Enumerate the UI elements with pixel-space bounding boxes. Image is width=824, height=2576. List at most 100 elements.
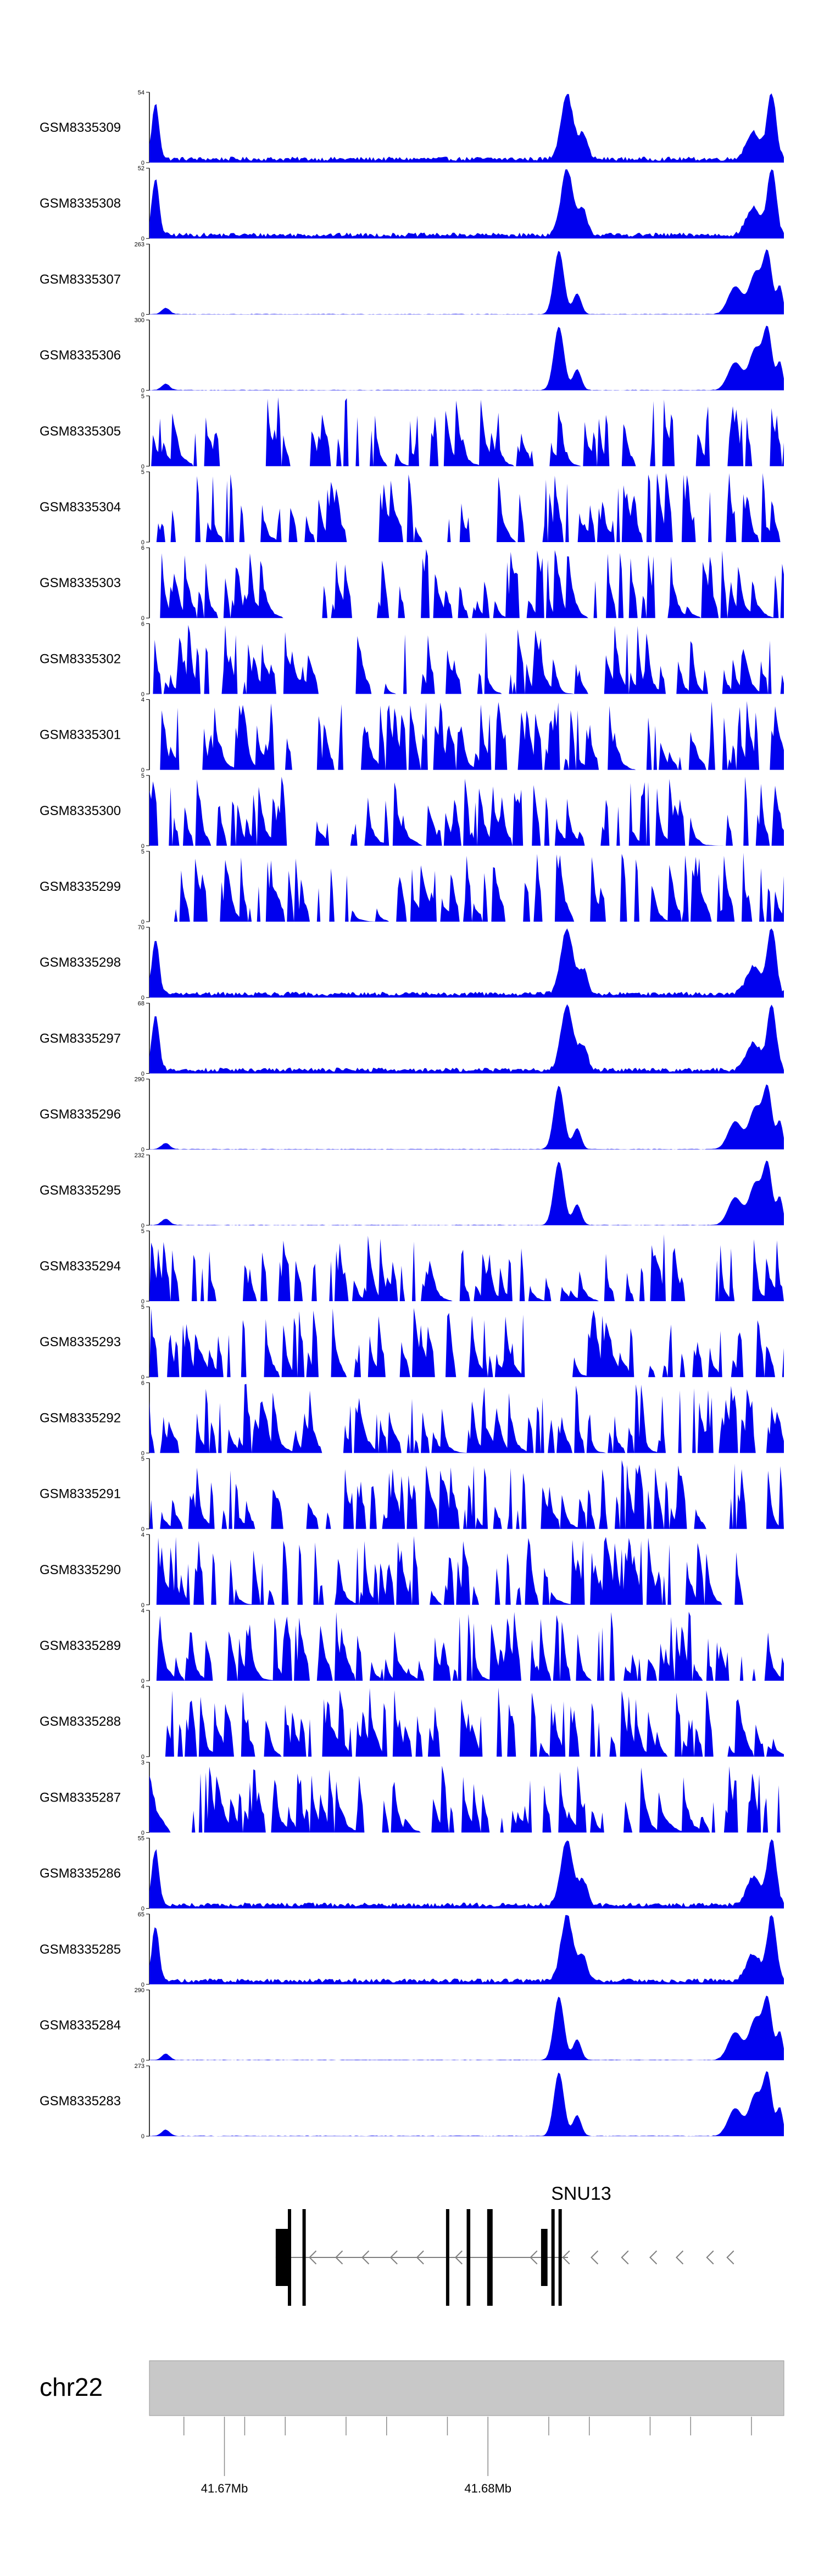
- track-gsm8335286: GSM8335286 55 0: [40, 1836, 784, 1913]
- y-tick-label-min: 0: [141, 1070, 144, 1077]
- y-tick-label-max: 6: [141, 621, 144, 627]
- y-tick-label-max: 5: [141, 773, 144, 779]
- y-tick-label-min: 0: [141, 1147, 144, 1153]
- strand-arrow: [591, 2250, 599, 2265]
- track-gsm8335297: GSM8335297 68 0: [40, 1000, 784, 1077]
- y-tick-label-min: 0: [141, 160, 144, 166]
- gene-cds-exon: [558, 2209, 562, 2306]
- track-label: GSM8335301: [40, 728, 121, 743]
- track-label: GSM8335289: [40, 1638, 121, 1653]
- signal-area: [149, 1161, 784, 1225]
- signal-area: [149, 928, 784, 998]
- gene-track: SNU13: [275, 2183, 734, 2306]
- track-label: GSM8335303: [40, 576, 121, 590]
- track-gsm8335307: GSM8335307 263 0: [40, 241, 784, 318]
- track-gsm8335299: GSM8335299 5 0: [40, 849, 784, 925]
- track-label: GSM8335290: [40, 1563, 121, 1577]
- y-tick-label-min: 0: [141, 464, 144, 470]
- y-tick-label-min: 0: [141, 1678, 144, 1685]
- track-gsm8335303: GSM8335303 6 0: [40, 545, 784, 622]
- track-gsm8335306: GSM8335306 300 0: [40, 317, 784, 394]
- track-label: GSM8335295: [40, 1183, 121, 1198]
- gene-cds-exon: [466, 2209, 471, 2306]
- ideogram-band: [149, 2360, 784, 2416]
- y-tick-label-max: 232: [135, 1152, 144, 1159]
- track-label: GSM8335294: [40, 1259, 121, 1274]
- y-tick-label-max: 52: [138, 165, 144, 172]
- track-gsm8335294: GSM8335294 5 0: [40, 1228, 784, 1305]
- track-gsm8335304: GSM8335304 5 0: [40, 469, 784, 546]
- strand-arrow: [335, 2250, 343, 2265]
- track-label: GSM8335292: [40, 1410, 121, 1425]
- strand-arrow: [726, 2250, 734, 2265]
- y-tick-label-max: 54: [138, 90, 144, 96]
- signal-tracks: GSM8335309540GSM8335308520GSM83353072630…: [40, 90, 784, 2140]
- track-label: GSM8335297: [40, 1031, 121, 1046]
- track-gsm8335300: GSM8335300 5 0: [40, 773, 784, 850]
- axis-tick-label: 41.68Mb: [464, 2482, 511, 2495]
- signal-area: [149, 852, 784, 922]
- track-gsm8335301: GSM8335301 4 0: [40, 697, 784, 774]
- gene-label: SNU13: [551, 2183, 611, 2204]
- track-label: GSM8335287: [40, 1790, 121, 1805]
- track-label: GSM8335309: [40, 120, 121, 135]
- strand-arrow: [676, 2250, 684, 2265]
- track-label: GSM8335283: [40, 2094, 121, 2109]
- y-tick-label-max: 55: [138, 1836, 144, 1842]
- y-tick-label-max: 65: [138, 1911, 144, 1918]
- signal-area: [149, 1004, 784, 1074]
- y-tick-label-max: 290: [135, 1987, 144, 1994]
- signal-area: [149, 473, 784, 542]
- y-tick-label-min: 0: [141, 1754, 144, 1760]
- y-tick-label-max: 6: [141, 545, 144, 551]
- y-tick-label-max: 4: [141, 1608, 144, 1614]
- y-tick-label-max: 5: [141, 1304, 144, 1311]
- track-label: GSM8335306: [40, 348, 121, 363]
- signal-area: [149, 1384, 784, 1453]
- y-tick-label-min: 0: [141, 767, 144, 774]
- track-gsm8335285: GSM8335285 65 0: [40, 1911, 784, 1988]
- y-tick-label-max: 273: [135, 2063, 144, 2070]
- signal-area: [149, 169, 784, 239]
- y-tick-label-min: 0: [141, 2058, 144, 2064]
- y-tick-label-max: 5: [141, 469, 144, 476]
- track-gsm8335308: GSM8335308 52 0: [40, 165, 784, 242]
- y-tick-label-min: 0: [141, 388, 144, 394]
- track-label: GSM8335305: [40, 424, 121, 439]
- signal-area: [149, 549, 784, 618]
- y-tick-label-max: 5: [141, 1228, 144, 1235]
- gene-cds-exon: [487, 2209, 491, 2306]
- signal-area: [149, 2071, 784, 2137]
- track-label: GSM8335308: [40, 196, 121, 211]
- track-gsm8335292: GSM8335292 6 0: [40, 1380, 784, 1457]
- y-tick-label-max: 4: [141, 697, 144, 704]
- y-tick-label-max: 68: [138, 1000, 144, 1007]
- signal-area: [149, 93, 784, 163]
- signal-area: [149, 701, 784, 770]
- track-label: GSM8335293: [40, 1335, 121, 1350]
- track-label: GSM8335285: [40, 1942, 121, 1957]
- signal-area: [149, 325, 784, 391]
- track-label: GSM8335286: [40, 1866, 121, 1881]
- track-gsm8335295: GSM8335295 232 0: [40, 1152, 784, 1229]
- y-tick-label-min: 0: [141, 1450, 144, 1457]
- strand-arrow: [389, 2250, 398, 2265]
- strand-arrow: [361, 2250, 370, 2265]
- track-gsm8335309: GSM8335309 54 0: [40, 90, 784, 166]
- track-label: GSM8335300: [40, 804, 121, 818]
- signal-area: [149, 1915, 784, 1984]
- y-tick-label-max: 3: [141, 1759, 144, 1766]
- track-gsm8335283: GSM8335283 273 0: [40, 2063, 784, 2140]
- gene-cds-exon: [446, 2209, 449, 2306]
- y-tick-label-min: 0: [141, 1223, 144, 1229]
- signal-area: [149, 1839, 784, 1909]
- y-tick-label-max: 4: [141, 1683, 144, 1690]
- track-gsm8335290: GSM8335290 4 0: [40, 1532, 784, 1609]
- y-tick-label-min: 0: [141, 691, 144, 698]
- signal-area: [149, 1460, 784, 1529]
- strand-arrow: [649, 2250, 658, 2265]
- signal-area: [149, 1687, 784, 1757]
- signal-area: [149, 625, 784, 694]
- y-tick-label-min: 0: [141, 311, 144, 318]
- chromosome-label: chr22: [40, 2373, 103, 2401]
